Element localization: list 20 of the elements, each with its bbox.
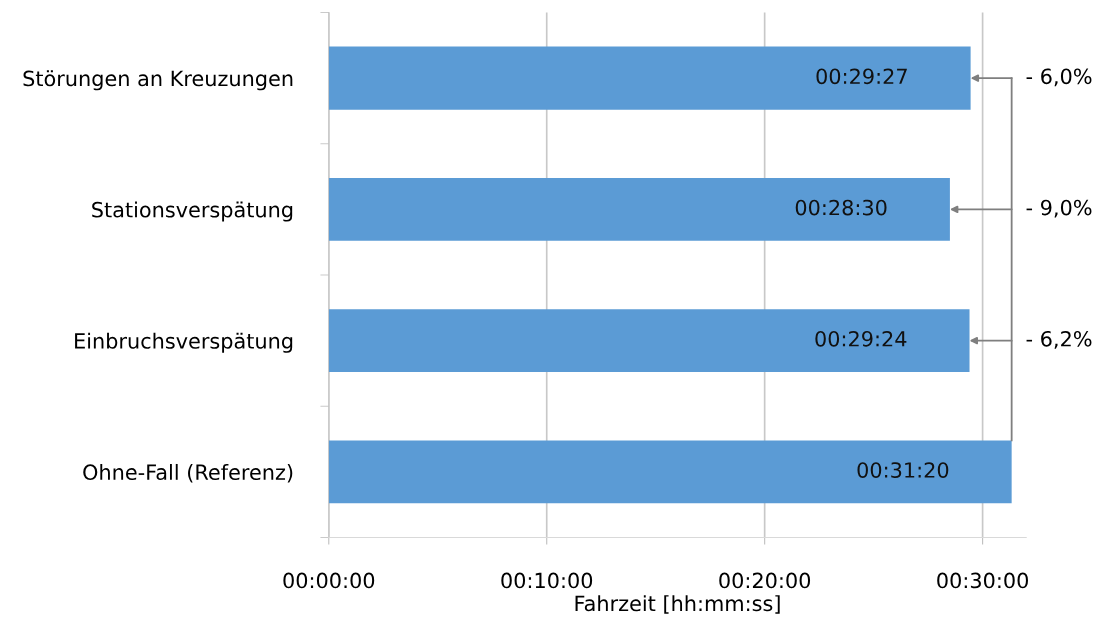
bar [328,440,1012,504]
y-tick-label: Stationsverspätung [92,201,293,222]
bar [328,46,971,110]
data-label: 00:31:20 [857,462,949,478]
data-label: 00:28:30 [795,199,887,216]
x-axis-title: Fahrzeit [hh:mm:ss] [575,595,780,614]
y-tick-label: Ohne-Fall (Referenz) [83,463,293,483]
annotation: - 9,0% [1026,199,1092,218]
annotation: - 6,2% [1026,330,1092,349]
data-label: 00:29:27 [816,68,907,85]
y-tick-label: Einbruchsverspätung [75,332,293,353]
y-tick-label: Störungen an Kreuzungen [23,70,293,91]
bar [328,309,970,373]
bar [328,177,950,241]
x-tick-label: 00:10:00 [501,572,593,589]
x-tick-label: 00:20:00 [719,572,811,589]
x-tick-label: 00:00:00 [283,572,375,589]
annotation: - 6,0% [1026,68,1092,87]
data-label: 00:29:24 [815,330,907,347]
x-tick-label: 00:30:00 [937,572,1028,589]
